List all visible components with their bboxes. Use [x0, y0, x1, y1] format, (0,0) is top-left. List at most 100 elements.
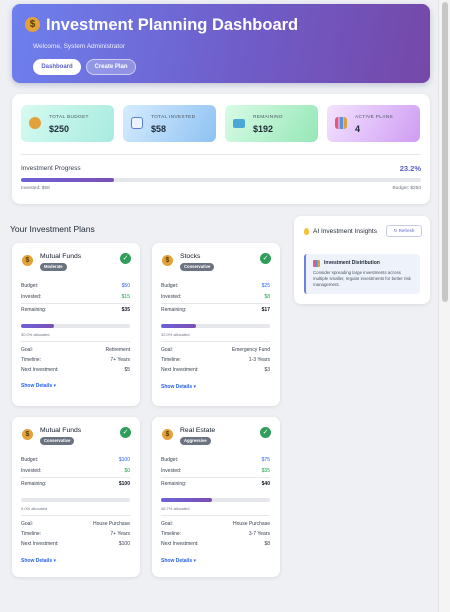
goal-value: House Purchase	[233, 521, 270, 527]
row-label: Invested:	[161, 294, 182, 300]
plan-card: Mutual Funds Moderate Budget: $50 Invested: $…	[12, 243, 140, 406]
row-label: Remaining:	[161, 481, 187, 487]
row-label: Invested:	[21, 468, 42, 474]
allocation-bar	[161, 324, 270, 328]
page-title: Investment Planning Dashboard	[25, 16, 298, 35]
show-details-label: Show Details	[161, 384, 193, 390]
allocation-fill	[161, 324, 196, 328]
chevron-down-icon: ▾	[53, 383, 57, 389]
allocation-text: 46.7% allocated	[161, 506, 190, 511]
dashboard-header: Investment Planning Dashboard Welcome, S…	[12, 4, 430, 83]
plan-card: Mutual Funds Conservative Budget: $100 Inves…	[12, 417, 140, 577]
plan-name: Mutual Funds	[40, 427, 82, 434]
remaining-value: $35	[121, 307, 130, 313]
invested-value: $8	[264, 294, 270, 300]
remaining-value: $40	[261, 481, 270, 487]
page-title-text: Investment Planning Dashboard	[46, 16, 299, 34]
budget-value: $75	[261, 457, 270, 463]
show-details-link[interactable]: Show Details ▾	[161, 384, 196, 390]
insights-title: AI Investment Insights	[313, 228, 377, 235]
row-label: Next Investment:	[161, 367, 199, 373]
timeline-value: 1-3 Years	[248, 357, 270, 363]
invested-value: $0	[124, 468, 130, 474]
budget-value: $25	[261, 283, 270, 289]
insight-text: Consider spreading large investments acr…	[313, 270, 411, 287]
next-investment-value: $5	[124, 367, 130, 373]
chevron-down-icon: ▾	[193, 558, 197, 564]
money-bag-icon	[22, 429, 33, 440]
bar-chart-icon	[313, 260, 320, 267]
divider	[161, 515, 270, 516]
divider	[161, 477, 270, 478]
row-label: Goal:	[161, 521, 173, 527]
row-label: Timeline:	[21, 357, 42, 363]
plan-name: Stocks	[180, 253, 201, 260]
row-label: Next Investment:	[21, 541, 59, 547]
check-icon	[260, 253, 271, 264]
stat-label: ACTIVE PLANS	[355, 115, 393, 120]
allocation-bar	[21, 324, 130, 328]
stat-label: TOTAL INVESTED	[151, 115, 196, 120]
allocation-fill	[161, 498, 212, 502]
risk-badge: Aggressive	[180, 437, 211, 445]
plan-card: Real Estate Aggressive Budget: $75 Invested:…	[152, 417, 280, 577]
stat-total-budget: TOTAL BUDGET $250	[21, 105, 114, 142]
progress-invested: Invested: $58	[21, 186, 50, 191]
show-details-label: Show Details	[21, 383, 53, 389]
check-icon	[120, 427, 131, 438]
dashboard-button[interactable]: Dashboard	[33, 59, 81, 75]
row-label: Budget:	[21, 283, 39, 289]
chevron-down-icon: ▾	[193, 384, 197, 390]
row-label: Next Investment:	[21, 367, 59, 373]
credit-card-icon	[233, 119, 245, 128]
show-details-label: Show Details	[21, 558, 53, 564]
row-label: Budget:	[21, 457, 39, 463]
divider	[21, 154, 421, 155]
row-label: Timeline:	[21, 531, 42, 537]
row-label: Timeline:	[161, 531, 182, 537]
money-bag-icon	[29, 117, 41, 129]
risk-badge: Conservative	[40, 437, 75, 445]
lightbulb-icon	[304, 228, 309, 235]
show-details-link[interactable]: Show Details ▾	[21, 558, 56, 564]
timeline-value: 3-7 Years	[248, 531, 270, 537]
money-bag-icon	[162, 429, 173, 440]
bar-chart-icon	[335, 117, 347, 129]
stat-label: TOTAL BUDGET	[49, 115, 89, 120]
next-investment-value: $100	[118, 541, 130, 547]
progress-budget: Budget: $250	[392, 186, 421, 191]
timeline-value: 7+ Years	[110, 357, 130, 363]
check-icon	[120, 253, 131, 264]
plan-name: Real Estate	[180, 427, 216, 434]
allocation-bar	[161, 498, 270, 502]
chevron-down-icon: ▾	[53, 558, 57, 564]
money-bag-icon	[25, 17, 40, 32]
stat-total-invested: TOTAL INVESTED $58	[123, 105, 216, 142]
money-bag-icon	[162, 255, 173, 266]
ai-insights-panel: AI Investment Insights ↻ Refresh Investm…	[294, 216, 430, 304]
progress-bar	[21, 178, 421, 182]
scrollbar-thumb[interactable]	[442, 2, 448, 302]
stat-remaining: REMAINING $192	[225, 105, 318, 142]
page-scrollbar[interactable]	[438, 0, 450, 612]
row-label: Remaining:	[161, 307, 187, 313]
allocation-text: 32.0% allocated	[161, 332, 190, 337]
show-details-link[interactable]: Show Details ▾	[161, 558, 196, 564]
row-label: Remaining:	[21, 481, 47, 487]
plan-card: Stocks Conservative Budget: $25 Invested: $8 R…	[152, 243, 280, 406]
refresh-button[interactable]: ↻ Refresh	[386, 225, 422, 237]
divider	[21, 341, 130, 342]
create-plan-button[interactable]: Create Plan	[86, 59, 136, 75]
allocation-text: 30.0% allocated	[21, 332, 50, 337]
row-label: Goal:	[21, 521, 33, 527]
plans-section-title: Your Investment Plans	[10, 224, 95, 234]
risk-badge: Moderate	[40, 263, 67, 271]
plan-name: Mutual Funds	[40, 253, 82, 260]
stat-value: $58	[151, 124, 167, 134]
allocation-text: 0.0% allocated	[21, 506, 48, 511]
show-details-link[interactable]: Show Details ▾	[21, 383, 56, 389]
stat-value: 4	[355, 124, 361, 134]
remaining-value: $17	[261, 307, 270, 313]
remaining-value: $100	[118, 481, 130, 487]
allocation-bar	[21, 498, 130, 502]
